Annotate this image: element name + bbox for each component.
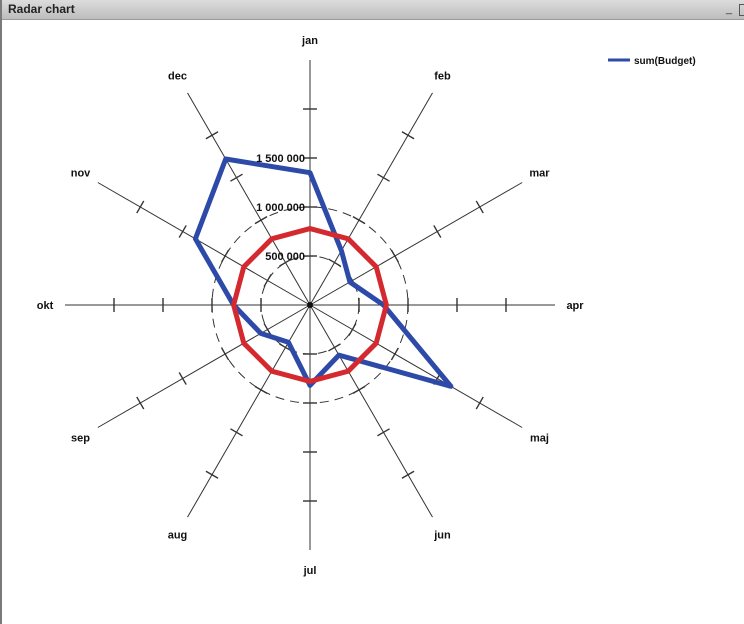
tick-label-0: 500 000 — [265, 251, 305, 263]
axis-tick-dec-2 — [230, 173, 243, 182]
axis-label-jan: jan — [301, 35, 318, 47]
axis-tick-nov-1 — [221, 249, 230, 263]
axis-tick-maj-1 — [390, 347, 399, 361]
legend: sum(Budget) — [608, 56, 696, 67]
axis-label-jun: jun — [433, 529, 451, 541]
axis-tick-feb-3 — [401, 131, 415, 140]
axis-label-feb: feb — [434, 71, 451, 83]
center-point — [307, 302, 313, 308]
axis-tick-mar-3 — [475, 200, 484, 214]
title-bar[interactable]: Radar chart _ — [2, 0, 744, 20]
axis-label-nov: nov — [71, 168, 91, 180]
axis-tick-nov-2 — [178, 225, 187, 238]
label-layer: jan feb mar apr maj jun jul aug sep okt nov dec 500 … — [37, 35, 585, 577]
tick-label-1: 1 000 000 — [256, 202, 305, 214]
axis-tick-mar-2 — [433, 225, 442, 238]
axis-tick-maj-3 — [475, 396, 484, 410]
axis-nov — [97, 182, 311, 306]
axis-tick-sep-1 — [221, 347, 230, 361]
axis-tick-dec-1 — [254, 216, 268, 225]
axis-tick-sep-2 — [178, 372, 187, 385]
axis-label-apr: apr — [566, 300, 584, 312]
axis-label-maj: maj — [530, 433, 549, 445]
axis-tick-jun-0 — [328, 343, 341, 352]
axis-label-aug: aug — [168, 529, 188, 541]
axis-feb — [309, 92, 433, 306]
axis-tick-aug-1 — [254, 385, 268, 394]
axis-jun — [309, 304, 433, 518]
axis-tick-sep-3 — [136, 396, 145, 410]
series-layer — [192, 156, 454, 389]
window-title: Radar chart — [8, 2, 75, 16]
axis-tick-jun-1 — [352, 385, 366, 394]
axis-tick-aug-2 — [230, 428, 243, 437]
axis-tick-sep-0 — [263, 323, 272, 336]
axis-tick-feb-0 — [328, 258, 341, 267]
axis-sep — [97, 304, 311, 428]
axis-tick-dec-3 — [205, 131, 219, 140]
axis-label-okt: okt — [37, 300, 54, 312]
axis-tick-nov-0 — [263, 274, 272, 287]
axis-label-jul: jul — [303, 565, 317, 577]
axis-tick-jun-2 — [377, 428, 390, 437]
axis-layer — [65, 60, 555, 550]
axis-tick-jun-3 — [401, 470, 415, 479]
axis-maj — [309, 304, 523, 428]
axis-aug — [187, 304, 311, 518]
axis-label-dec: dec — [168, 71, 187, 83]
legend-label-sum-budget: sum(Budget) — [634, 56, 696, 67]
maximize-icon[interactable] — [739, 4, 744, 16]
axis-tick-nov-3 — [136, 200, 145, 214]
axis-label-mar: mar — [529, 168, 550, 180]
axis-dec — [187, 92, 311, 306]
axis-tick-feb-2 — [377, 173, 390, 182]
tick-label-2: 1 500 000 — [256, 153, 305, 165]
axis-tick-aug-3 — [205, 470, 219, 479]
axis-mar — [309, 182, 523, 306]
axis-label-sep: sep — [71, 433, 90, 445]
axis-tick-dec-0 — [279, 258, 292, 267]
minimize-icon[interactable]: _ — [725, 3, 733, 15]
axis-tick-maj-0 — [348, 323, 357, 336]
axis-tick-feb-1 — [352, 216, 366, 225]
axis-tick-mar-1 — [390, 249, 399, 263]
